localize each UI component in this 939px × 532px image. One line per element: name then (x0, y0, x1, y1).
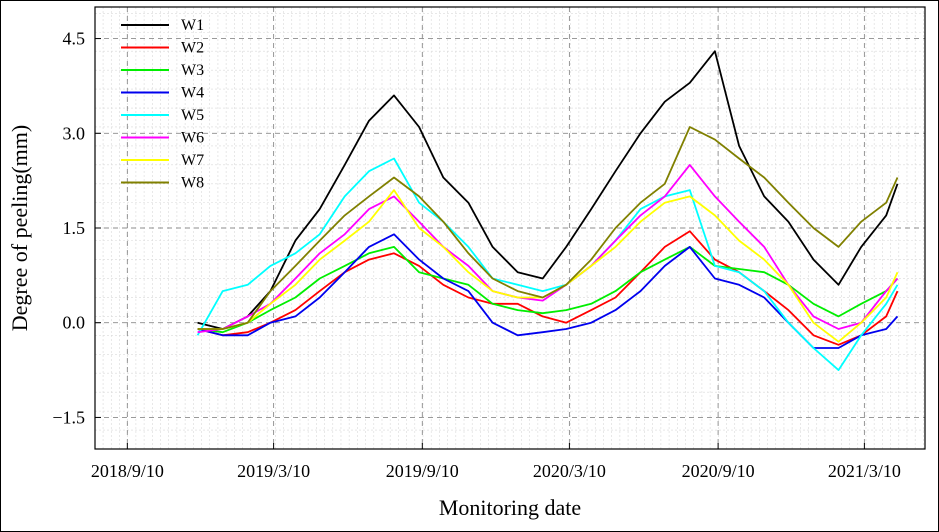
series-line-w1 (197, 50, 899, 330)
y-tick-label: −1.5 (52, 407, 85, 427)
x-tick-label: 2020/3/10 (533, 461, 606, 481)
x-tick-label: 2019/3/10 (237, 461, 310, 481)
series-line-w8 (197, 126, 899, 330)
legend-label: W3 (181, 62, 204, 79)
legend-label: W2 (181, 40, 204, 57)
x-tick-label: 2019/9/10 (386, 461, 459, 481)
legend-label: W7 (181, 152, 204, 169)
series-line-w7 (197, 189, 899, 343)
x-tick-label: 2018/9/10 (91, 461, 164, 481)
y-axis-title: Degree of peeling(mm) (7, 125, 32, 331)
series-line-w5 (196, 157, 899, 372)
legend: W1 W2 W3 W4 W5 W6 W7 W8 (121, 17, 204, 192)
y-tick-label: 3.0 (63, 123, 86, 143)
legend-label: W5 (181, 107, 204, 124)
x-tick-label: 2020/9/10 (682, 461, 755, 481)
legend-label: W1 (181, 17, 204, 34)
x-tick-label: 2021/3/10 (828, 461, 901, 481)
y-tick-label: 1.5 (63, 218, 86, 238)
y-tick-label: 0.0 (63, 313, 86, 333)
series-line-w3 (197, 245, 899, 334)
x-axis-title: Monitoring date (439, 495, 581, 520)
legend-label: W6 (181, 130, 204, 147)
grid (95, 7, 925, 449)
series-line-w2 (197, 230, 899, 346)
series-group (196, 50, 899, 372)
y-tick-label: 4.5 (63, 29, 86, 49)
legend-label: W4 (181, 85, 204, 102)
axis-ticks: 2018/9/10 2019/3/10 2019/9/10 2020/3/10 2020… (52, 29, 901, 481)
legend-label: W8 (181, 175, 204, 192)
